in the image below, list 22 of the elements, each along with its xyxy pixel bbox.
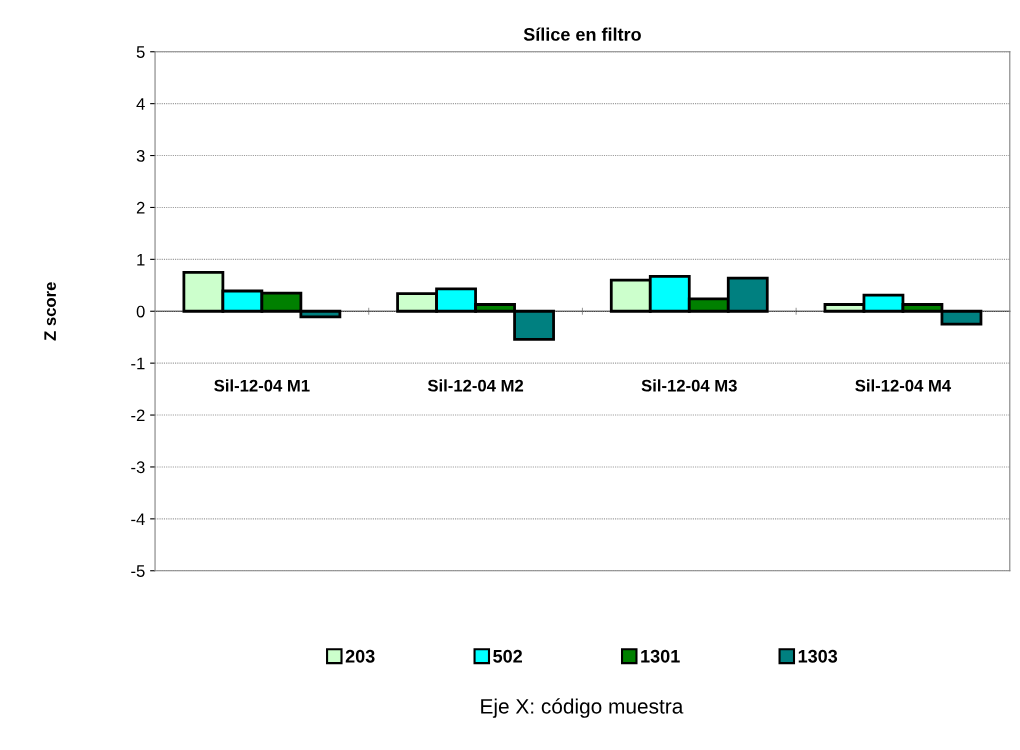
legend-label: 1301 [641,649,680,663]
chart-title: Sílice en filtro [523,27,641,41]
y-tick-label: -3 [131,461,145,474]
x-tick-label: Sil-12-04 M3 [641,379,737,392]
y-tick-label: 3 [136,149,145,162]
y-tick-label: 5 [136,46,145,58]
legend-label: 203 [345,649,375,663]
legend-label: 502 [493,649,523,663]
text: Eje X: código muestra [481,698,684,718]
y-tick-label: -2 [131,409,145,422]
y-tick-label: 1 [137,253,145,266]
y-tick-label: -4 [131,513,145,525]
y-tick-label: 2 [136,201,145,214]
x-tick-label: Sil-12-04 M4 [855,379,952,392]
y-tick-label: 4 [136,98,145,110]
y-tick-label: -1 [131,357,145,370]
x-tick-label: Sil-12-04 M1 [214,379,310,392]
y-tick-label: 0 [136,305,145,318]
legend-label: 1303 [798,649,838,663]
x-tick-label: Sil-12-04 M2 [427,379,524,392]
y-axis-title: Z score [44,282,57,341]
y-tick-label: -5 [131,565,145,577]
